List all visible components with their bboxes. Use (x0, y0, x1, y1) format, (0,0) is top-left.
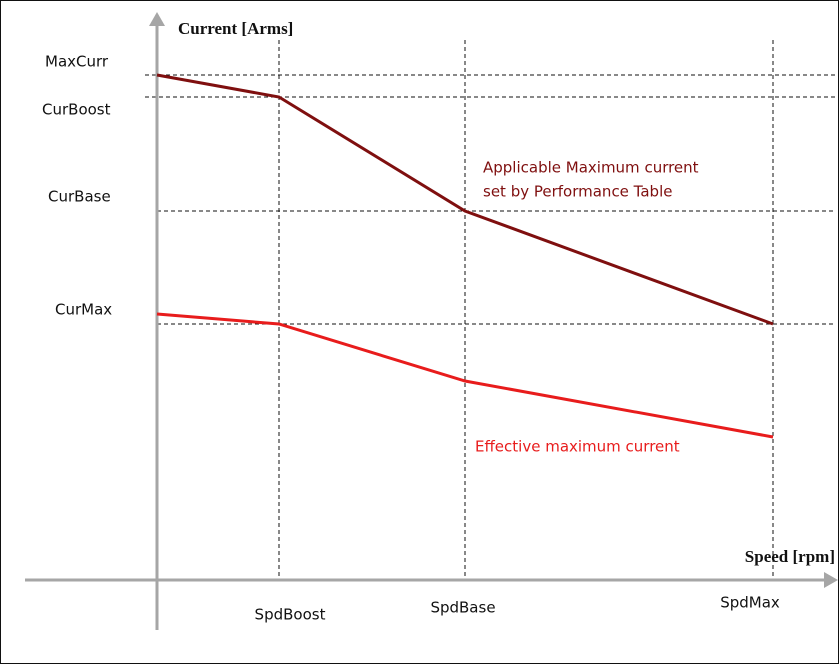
axes (25, 12, 838, 630)
effective-current-curve (156, 312, 774, 439)
y-level-label: MaxCurr (45, 53, 109, 71)
guides (145, 40, 835, 580)
y-level-label: CurMax (55, 301, 112, 319)
curve-annotation: set by Performance Table (483, 183, 672, 201)
y-level-label: CurBoost (42, 101, 111, 119)
y-axis-label: Current [Arms] (178, 19, 293, 38)
x-axis-label: Speed [rpm] (745, 547, 835, 566)
curve-annotation: Effective maximum current (475, 438, 680, 456)
y-level-label: CurBase (48, 188, 111, 206)
curve-annotation: Applicable Maximum current (483, 159, 699, 177)
x-level-label: SpdBase (430, 599, 495, 617)
x-level-label: SpdBoost (255, 606, 326, 624)
x-level-label: SpdMax (720, 594, 780, 612)
max-current-curve (156, 73, 774, 326)
